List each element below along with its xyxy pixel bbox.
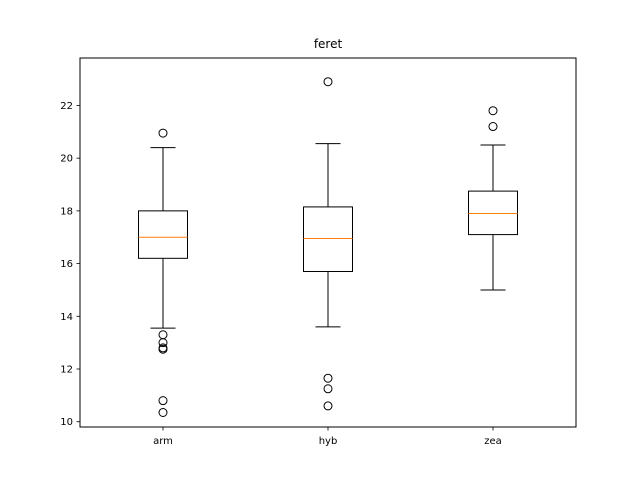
outlier-point [488,122,498,132]
outlier-point [158,408,168,418]
x-tick-label: hyb [319,436,338,447]
outlier-point [158,128,168,138]
y-tick-label: 10 [60,417,73,428]
y-tick-label: 16 [60,259,73,270]
y-tick-label: 20 [60,154,73,165]
box-arm [138,210,188,259]
outlier-point [323,373,333,383]
outlier-point [323,77,333,87]
outlier-point [323,384,333,394]
x-tick-label: arm [153,436,173,447]
plot-area: 10 12 14 16 18 20 22 arm hyb zea [60,57,577,447]
x-tick-label: zea [484,436,502,447]
chart-title: feret [314,37,343,51]
box-zea [468,190,518,236]
box-hyb [303,206,353,272]
outlier-point [158,338,168,348]
y-tick-label: 12 [60,365,73,376]
outlier-point [488,106,498,116]
outlier-point [158,344,168,354]
y-tick-label: 14 [60,312,73,323]
outlier-point [158,396,168,406]
y-tick-label: 22 [60,101,73,112]
outlier-point [323,401,333,411]
y-tick-label: 18 [60,206,73,217]
